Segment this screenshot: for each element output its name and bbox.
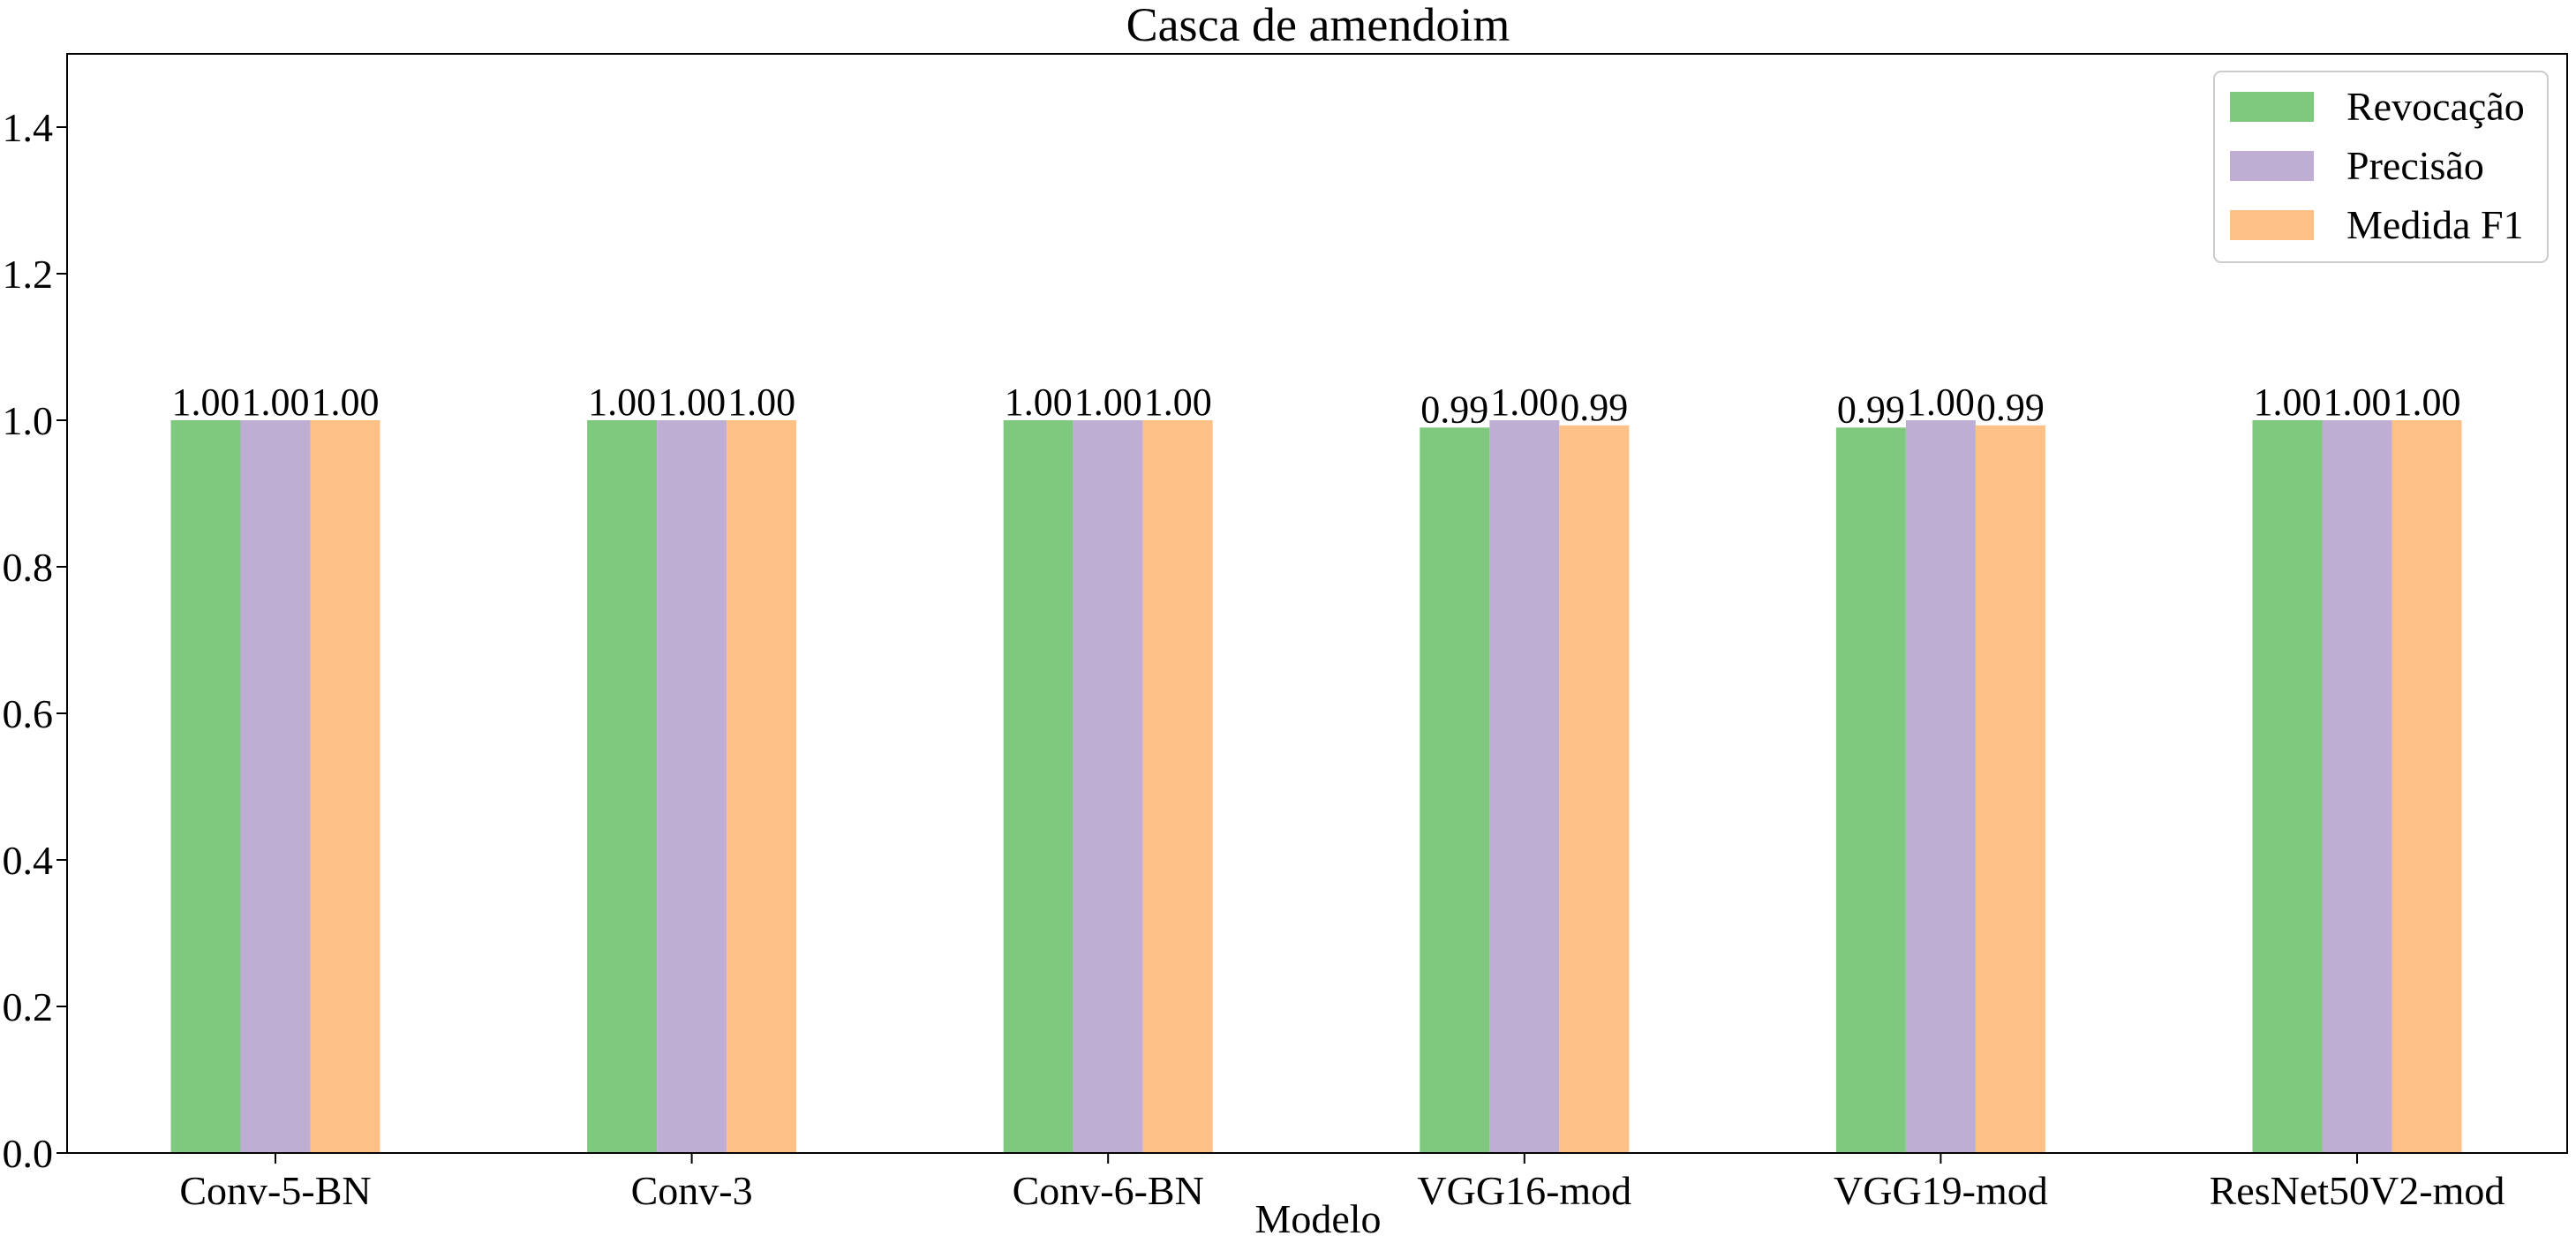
y-tick-label: 0.4: [3, 838, 54, 883]
bar-value-label: 1.00: [2393, 381, 2461, 424]
legend-swatch: [2230, 92, 2314, 122]
y-tick-label: 0.0: [3, 1131, 54, 1176]
bar: [1073, 420, 1143, 1153]
bar: [1975, 425, 2045, 1153]
bar-value-label: 0.99: [1837, 388, 1905, 431]
y-axis: 0.0 0.2 0.4 0.6 0.8 1.0 1.2 1.4: [3, 105, 67, 1176]
bar-value-label: 1.00: [242, 381, 310, 424]
bar-value-label: 1.00: [1490, 381, 1558, 424]
y-tick-label: 0.2: [3, 984, 54, 1029]
bar-value-label: 0.99: [1560, 386, 1628, 429]
legend-swatch: [2230, 210, 2314, 240]
plot-frame: [66, 53, 2568, 1154]
bar: [2391, 420, 2462, 1153]
y-tick-label: 1.2: [3, 252, 54, 297]
bars-layer: [170, 420, 2462, 1153]
bar: [1835, 427, 1906, 1153]
legend-entry-label: Revocação: [2346, 84, 2525, 129]
bar-value-label: 1.00: [2324, 381, 2391, 424]
bar-value-label: 1.00: [1005, 381, 1073, 424]
x-axis-label: Modelo: [1254, 1196, 1381, 1241]
bar: [310, 420, 380, 1153]
bar-value-label: 1.00: [1074, 381, 1142, 424]
bar: [727, 420, 797, 1153]
bar: [1559, 425, 1630, 1153]
x-tick-label: ResNet50V2-mod: [2210, 1168, 2505, 1213]
bar-value-label: 1.00: [727, 381, 795, 424]
bar-labels-layer: 1.00 1.00 1.00 1.00 1.00 1.00 1.00 1.00 1.00 0.99…: [172, 381, 2461, 431]
chart-title: Casca de amendoim: [1126, 0, 1510, 51]
bar-value-label: 1.00: [658, 381, 726, 424]
x-tick-label: Conv-3: [631, 1168, 753, 1213]
bar-value-label: 1.00: [588, 381, 656, 424]
x-tick-label: VGG19-mod: [1834, 1168, 2048, 1213]
y-tick-label: 0.6: [3, 691, 54, 736]
legend: Revocação Precisão Medida F1: [2213, 71, 2549, 263]
bar: [587, 420, 658, 1153]
bar-value-label: 0.99: [1420, 388, 1488, 431]
bar: [657, 420, 727, 1153]
x-axis: Conv-5-BN Conv-3 Conv-6-BN VGG16-mod VGG19-m…: [179, 1153, 2504, 1213]
x-tick-label: Conv-5-BN: [179, 1168, 371, 1213]
legend-swatch: [2230, 151, 2314, 181]
bar: [2322, 420, 2392, 1153]
bar: [170, 420, 241, 1153]
bar: [2252, 420, 2323, 1153]
legend-entry-label: Precisão: [2346, 143, 2484, 188]
bar-value-label: 0.99: [1977, 386, 2045, 429]
bar-value-label: 1.00: [2254, 381, 2322, 424]
bar: [1003, 420, 1073, 1153]
bar-value-label: 1.00: [172, 381, 240, 424]
legend-entry-label: Medida F1: [2346, 202, 2524, 247]
bar-value-label: 1.00: [1907, 381, 1975, 424]
x-tick-label: Conv-6-BN: [1013, 1168, 1204, 1213]
bar: [240, 420, 311, 1153]
y-tick-label: 0.8: [3, 545, 54, 590]
bar-value-label: 1.00: [312, 381, 380, 424]
bar: [1142, 420, 1213, 1153]
bar: [1420, 427, 1490, 1153]
y-tick-label: 1.4: [3, 105, 54, 150]
x-tick-label: VGG16-mod: [1417, 1168, 1631, 1213]
bar: [1489, 420, 1560, 1153]
bar-value-label: 1.00: [1144, 381, 1212, 424]
bar: [1905, 420, 1976, 1153]
y-tick-label: 1.0: [3, 398, 54, 443]
